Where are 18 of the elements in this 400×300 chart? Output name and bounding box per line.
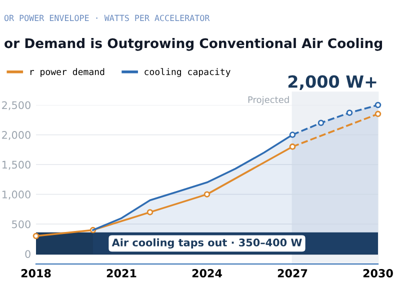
y-tick-label: 2,000 xyxy=(2,131,30,140)
legend-label: r power demand xyxy=(30,68,104,77)
x-tick-label: 2021 xyxy=(106,269,136,278)
legend-label: cooling capacity xyxy=(144,68,230,77)
y-tick-label: 1,000 xyxy=(2,190,30,200)
y-tick-label: 500 xyxy=(12,220,30,228)
band-label: Projected xyxy=(248,96,289,105)
y-tick-label: 1,500 xyxy=(2,160,30,170)
annotation: 2,000 W+ xyxy=(288,75,376,90)
x-tick-label: 2030 xyxy=(363,269,393,278)
y-tick-label: 2,500 xyxy=(2,101,30,110)
chart-title: or Demand is Outgrowing Conventional Air Cooling xyxy=(4,38,382,51)
x-tick-label: 2027 xyxy=(278,269,308,278)
band-label: Air cooling taps out · 350–400 W xyxy=(112,238,302,249)
x-tick-label: 2018 xyxy=(21,269,51,278)
chart-subtitle: OR POWER ENVELOPE · WATTS PER ACCELERATOR xyxy=(4,14,210,22)
x-tick-label: 2024 xyxy=(192,269,222,278)
y-tick-label: 0 xyxy=(25,250,30,258)
